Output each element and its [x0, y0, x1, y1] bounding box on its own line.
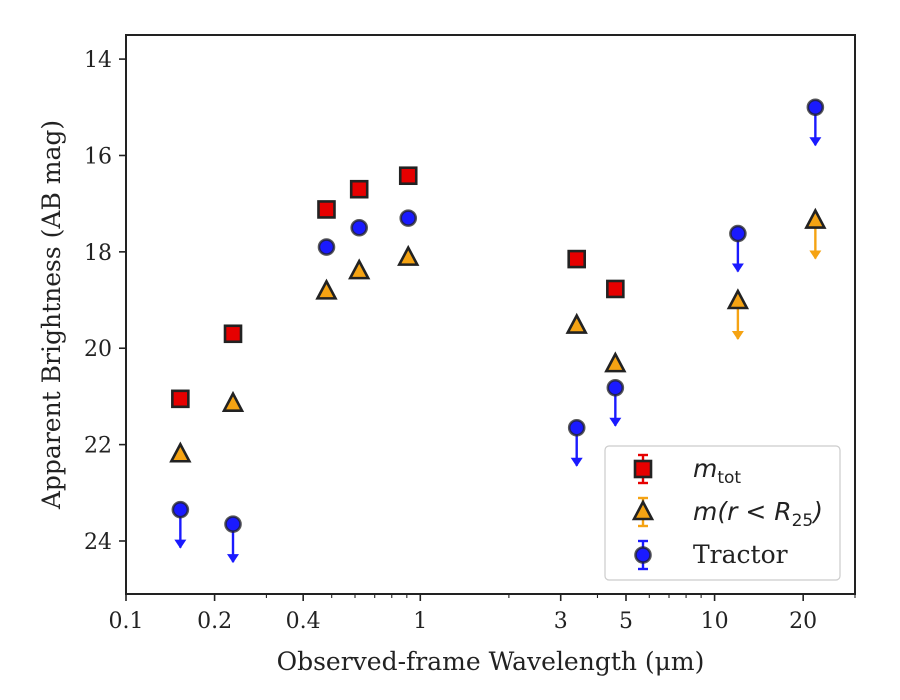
x-tick-label: 5: [619, 609, 633, 634]
upper-limit-arrowhead: [731, 331, 744, 341]
data-point-mtot: [567, 249, 587, 269]
legend-label-suffix: ): [811, 497, 823, 526]
data-point-tractor: [806, 98, 825, 117]
data-point-mtot: [223, 324, 243, 344]
legend-label-subscript: 25: [792, 511, 814, 531]
plot-frame: [125, 34, 856, 595]
data-point-mr25: [397, 244, 420, 266]
legend-label-mr25: m(r < R25): [693, 497, 823, 531]
series-tractor: [171, 98, 825, 564]
data-point-mtot: [349, 179, 369, 199]
data-point-mtot: [171, 389, 190, 409]
data-point-mr25: [726, 288, 750, 310]
data-point-tractor: [171, 500, 190, 519]
x-tick-label: 10: [701, 609, 729, 634]
series-mr25: [169, 207, 827, 463]
series-mtot: [171, 166, 625, 409]
axis-ticks: 0.1 0.2 0.4 1 3 5 10 20 14 16 18 20 22 24: [84, 48, 856, 634]
y-tick-label: 16: [84, 144, 112, 169]
legend-label-mtot: mtot: [693, 454, 741, 488]
x-tick-label: 0.2: [197, 609, 232, 634]
x-axis-label: Observed-frame Wavelength (μm): [277, 647, 705, 676]
data-point-tractor: [224, 515, 242, 533]
upper-limit-arrowhead: [570, 457, 583, 467]
legend: mtot m(r < R25) Tractor: [604, 445, 841, 581]
data-point-mtot: [606, 279, 625, 299]
y-tick-label: 14: [84, 48, 112, 73]
legend-marker-tractor: [634, 546, 652, 564]
legend-label-tractor: Tractor: [693, 540, 788, 569]
x-tick-label: 0.1: [109, 609, 144, 634]
upper-limit-arrowhead: [809, 250, 822, 260]
legend-label-subscript: tot: [717, 468, 741, 488]
data-point-mr25: [348, 258, 371, 280]
x-tick-label: 20: [789, 609, 817, 634]
data-point-tractor: [606, 378, 625, 397]
legend-label-main: m: [693, 454, 717, 483]
y-tick-label: 20: [84, 337, 112, 362]
data-point-tractor: [317, 238, 336, 256]
upper-limit-arrowhead: [609, 417, 622, 427]
x-tick-label: 3: [554, 609, 568, 634]
x-tick-label: 0.4: [286, 609, 321, 634]
legend-marker-mtot: [633, 459, 653, 479]
data-point-mr25: [169, 441, 192, 463]
upper-limit-arrowhead: [174, 539, 187, 549]
y-tick-label: 18: [84, 241, 112, 266]
legend-label-main: m(r < R: [693, 497, 792, 526]
data-point-mr25: [221, 390, 245, 412]
data-point-mr25: [315, 278, 338, 300]
legend-label-main: Tractor: [693, 540, 788, 569]
data-point-tractor: [399, 209, 418, 227]
data-point-mtot: [398, 166, 418, 186]
data-point-tractor: [350, 218, 368, 237]
upper-limit-arrowhead: [809, 137, 822, 147]
legend-marker-mr25: [631, 499, 655, 521]
data-point-tractor: [729, 224, 747, 243]
data-point-mtot: [317, 200, 336, 219]
legend-box: [604, 445, 841, 581]
data-point-tractor: [567, 418, 586, 437]
y-axis-label: Apparent Brightness (AB mag): [37, 120, 66, 510]
data-point-mr25: [604, 351, 627, 373]
data-point-mr25: [804, 207, 827, 229]
chart-marks: [169, 98, 827, 564]
y-tick-label: 22: [84, 434, 112, 459]
upper-limit-arrowhead: [731, 263, 744, 273]
upper-limit-arrowhead: [227, 554, 240, 564]
data-point-mr25: [565, 312, 588, 334]
x-tick-label: 1: [413, 609, 427, 634]
y-tick-label: 24: [84, 530, 112, 555]
